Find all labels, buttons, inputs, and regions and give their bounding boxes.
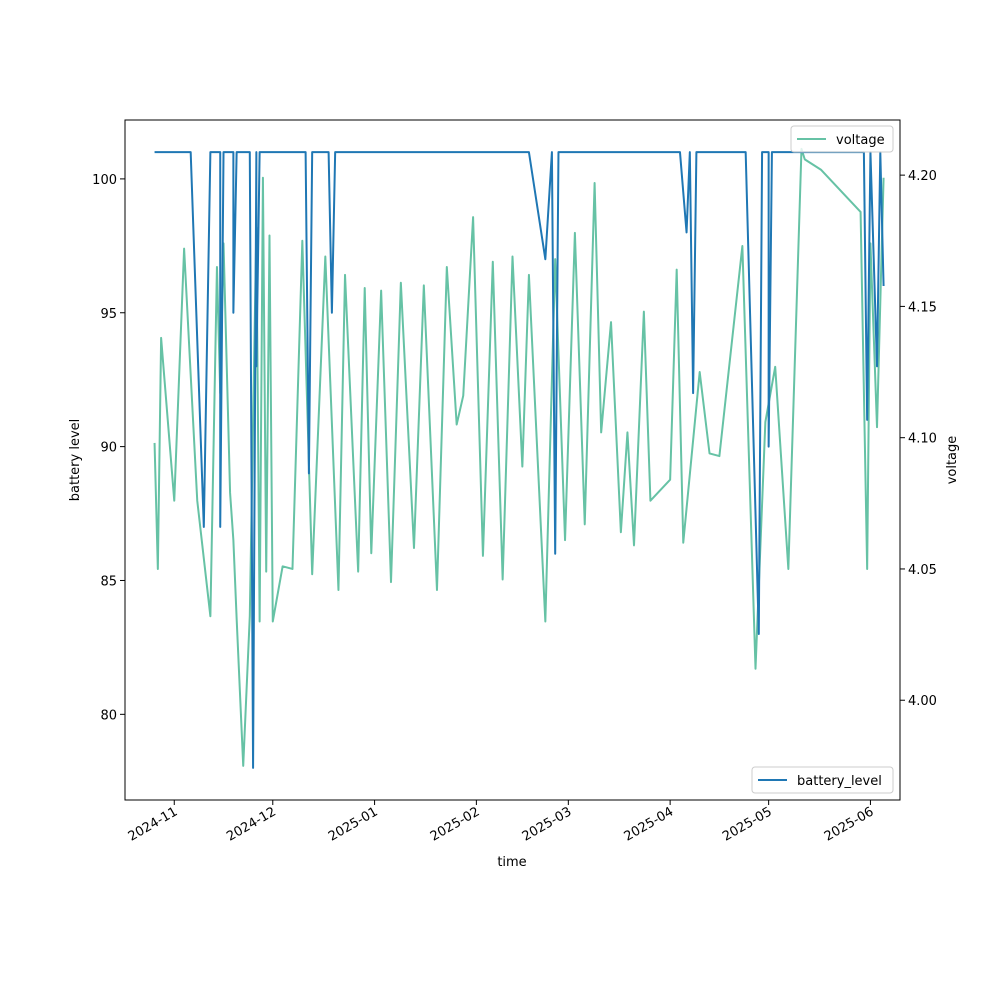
y-axis-right-title: voltage bbox=[945, 436, 960, 485]
series-line-voltage bbox=[153, 147, 885, 767]
y-axis-left-title: battery level bbox=[68, 419, 83, 502]
x-tick-label: 2025-02 bbox=[428, 804, 483, 844]
x-tick-label: 2025-05 bbox=[720, 804, 775, 844]
x-tick-label: 2025-04 bbox=[622, 804, 677, 844]
legend-voltage: voltage bbox=[790, 125, 894, 153]
legend-voltage-box bbox=[790, 125, 894, 153]
x-tick-label: 2025-03 bbox=[520, 804, 575, 844]
y-right-tick-label: 4.00 bbox=[908, 694, 937, 709]
x-tick-label: 2025-06 bbox=[822, 804, 877, 844]
y-right-tick-label: 4.20 bbox=[908, 169, 937, 184]
y-right-tick-label: 4.15 bbox=[908, 300, 937, 315]
legend-battery-level-box bbox=[751, 766, 894, 794]
y-left-tick-label: 100 bbox=[92, 173, 117, 188]
x-axis: 2024-11 2024-12 2025-01 2025-02 2025-03 2025-… bbox=[126, 800, 877, 845]
y-left-tick-label: 85 bbox=[100, 574, 117, 589]
plot-lines bbox=[153, 147, 885, 769]
x-axis-title: time bbox=[497, 855, 526, 870]
y-right-tick-label: 4.05 bbox=[908, 563, 937, 578]
x-tick-label: 2024-11 bbox=[126, 804, 181, 844]
legend-battery-level-label: battery_level bbox=[797, 774, 882, 789]
series-line-battery-level bbox=[154, 151, 885, 769]
y-left-tick-label: 80 bbox=[100, 708, 117, 723]
x-tick-label: 2024-12 bbox=[224, 804, 279, 844]
x-tick-label: 2025-01 bbox=[326, 804, 381, 844]
legend-battery-level: battery_level bbox=[751, 766, 894, 794]
plot-frame bbox=[124, 119, 901, 801]
y-left-tick-label: 90 bbox=[100, 441, 117, 456]
legend-voltage-label: voltage bbox=[836, 133, 885, 148]
y-axis-right: 4.00 4.05 4.10 4.15 4.20 bbox=[900, 169, 937, 709]
y-axis-left: 80 85 90 95 100 bbox=[92, 173, 125, 723]
y-right-tick-label: 4.10 bbox=[908, 432, 937, 447]
y-left-tick-label: 95 bbox=[100, 307, 117, 322]
